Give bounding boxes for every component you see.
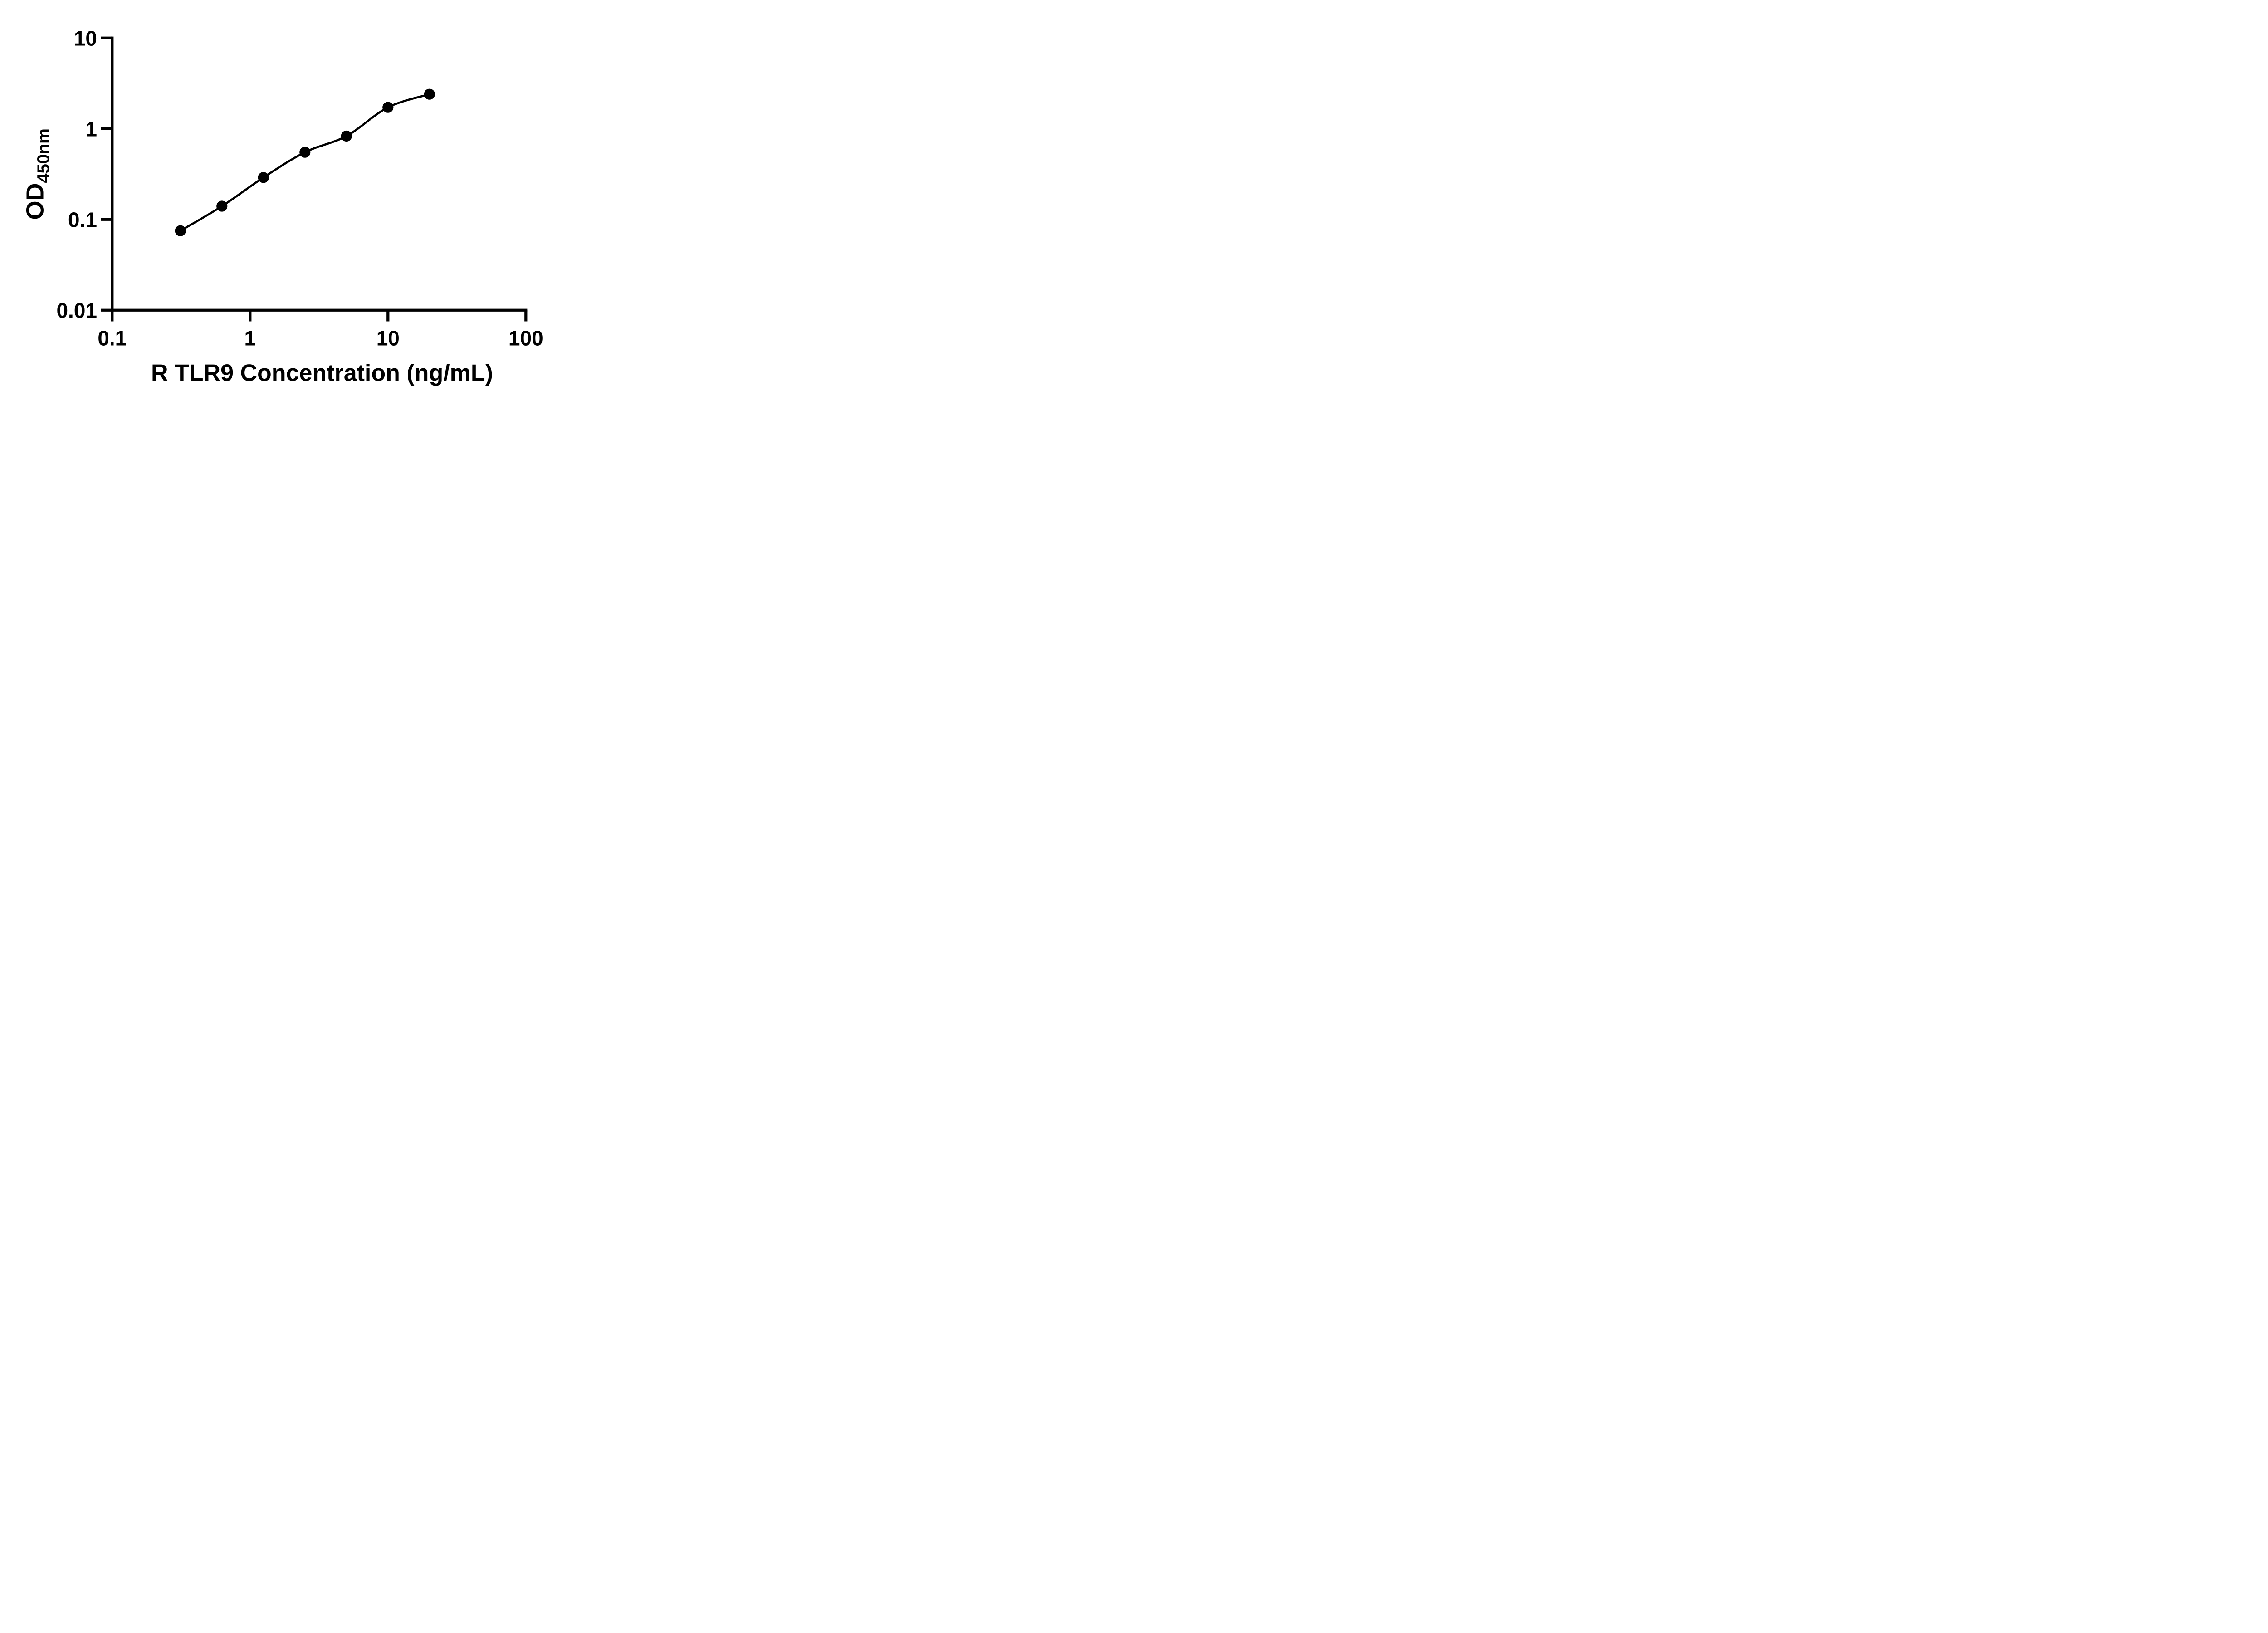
y-axis-title: OD450nm bbox=[22, 128, 54, 220]
x-tick-label: 1 bbox=[244, 327, 256, 350]
x-axis-title: R TLR9 Concentration (ng/mL) bbox=[151, 360, 493, 386]
elisa-standard-curve-figure: 10 1 0.1 0.01 0.1 1 10 100 R TLR9 Concentratio… bbox=[0, 0, 583, 408]
data-point bbox=[216, 200, 228, 212]
plot-series bbox=[175, 88, 435, 236]
x-tick-label: 10 bbox=[376, 327, 400, 350]
x-axis-ticks: 0.1 1 10 100 bbox=[98, 310, 543, 350]
data-point bbox=[258, 172, 269, 183]
y-axis-title-main: OD bbox=[22, 183, 49, 220]
fit-curve bbox=[179, 93, 431, 232]
y-tick-label: 10 bbox=[74, 26, 97, 50]
data-point bbox=[382, 102, 394, 113]
axes bbox=[111, 36, 528, 312]
y-tick-label: 1 bbox=[85, 117, 97, 141]
y-axis-ticks: 10 1 0.1 0.01 bbox=[56, 26, 112, 322]
data-point bbox=[424, 88, 435, 100]
x-tick-label: 0.1 bbox=[98, 327, 127, 350]
x-tick-label: 100 bbox=[508, 327, 543, 350]
y-tick-label: 0.1 bbox=[68, 208, 97, 231]
data-point bbox=[175, 225, 186, 236]
data-point bbox=[341, 130, 352, 142]
y-tick-label: 0.01 bbox=[56, 298, 97, 322]
data-point bbox=[299, 147, 311, 158]
y-axis-title-subscript: 450nm bbox=[34, 128, 54, 183]
